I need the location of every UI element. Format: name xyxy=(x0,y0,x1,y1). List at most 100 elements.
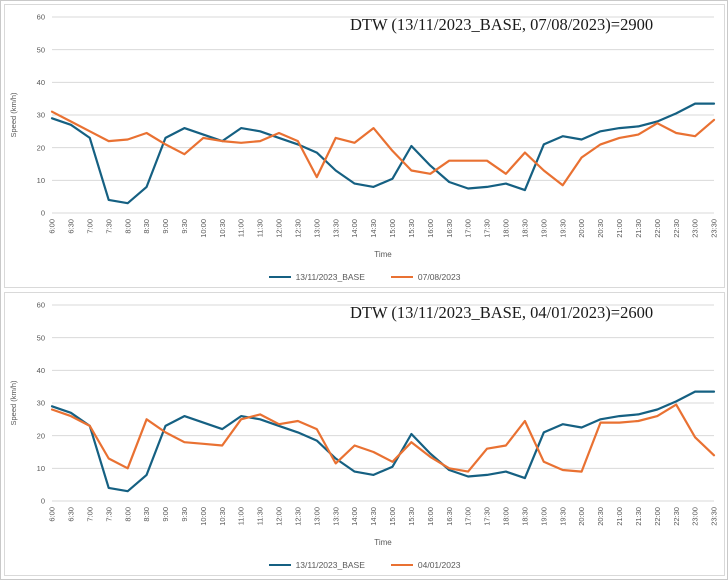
x-tick-label: 10:30 xyxy=(218,219,227,238)
x-tick-label: 11:00 xyxy=(237,219,246,237)
x-tick-label: 22:00 xyxy=(653,507,662,526)
x-tick-label: 16:00 xyxy=(426,507,435,526)
x-tick-label: 21:30 xyxy=(634,219,643,238)
y-tick-label: 20 xyxy=(37,431,45,440)
y-tick-label: 50 xyxy=(37,333,45,342)
legend-label-compare: 04/01/2023 xyxy=(417,560,461,570)
legend-item-compare: 04/01/2023 xyxy=(390,560,461,570)
y-axis-title: Speed (km/h) xyxy=(9,380,18,426)
y-tick-label: 30 xyxy=(37,111,45,120)
x-tick-label: 8:00 xyxy=(123,219,132,234)
y-tick-label: 60 xyxy=(37,301,45,310)
x-tick-label: 15:00 xyxy=(388,219,397,238)
x-tick-label: 16:00 xyxy=(426,219,435,238)
x-tick-label: 13:00 xyxy=(312,219,321,238)
x-tick-label: 22:30 xyxy=(672,219,681,238)
x-tick-label: 20:30 xyxy=(596,507,605,526)
chart-title-bottom: DTW (13/11/2023_BASE, 04/01/2023)=2600 xyxy=(350,303,654,322)
y-tick-label: 40 xyxy=(37,78,45,87)
y-tick-label: 50 xyxy=(37,45,45,54)
legend-item-base: 13/11/2023_BASE xyxy=(268,560,365,570)
x-tick-label: 12:30 xyxy=(293,219,302,238)
x-axis-title: Time xyxy=(374,250,392,259)
x-tick-label: 8:00 xyxy=(123,507,132,522)
x-axis-title: Time xyxy=(374,538,392,547)
x-tick-label: 20:00 xyxy=(577,219,586,238)
x-tick-label: 15:00 xyxy=(388,507,397,526)
chart-panel-bottom: 0 10 20 30 40 50 60 6:00 6:30 7:00 7:30 8:00 8:30 9:0… xyxy=(4,292,725,576)
legend-line-swatch-base xyxy=(268,563,291,567)
x-tick-label: 17:00 xyxy=(464,507,473,526)
x-tick-label: 18:00 xyxy=(502,507,511,526)
line-chart-top: 0 10 20 30 40 50 60 6:00 6:30 7:00 7:30 8:00 8:30 9:0… xyxy=(9,13,719,259)
x-tick-label: 13:30 xyxy=(331,507,340,526)
x-tick-label: 20:00 xyxy=(577,507,586,526)
legend-line-swatch-base xyxy=(268,275,291,279)
x-tick-label: 16:30 xyxy=(445,219,454,238)
x-tick-label: 14:00 xyxy=(350,507,359,526)
x-tick-label: 6:30 xyxy=(67,219,76,234)
x-tick-label: 8:30 xyxy=(142,507,151,522)
chart-panel-top: 0 10 20 30 40 50 60 6:00 6:30 7:00 7:30 8:00 8:30 9:0… xyxy=(4,4,725,288)
x-tick-label: 7:00 xyxy=(85,507,94,522)
x-tick-label: 10:00 xyxy=(199,507,208,526)
legend-line-swatch-compare xyxy=(390,275,413,279)
x-tick-label: 19:00 xyxy=(539,219,548,238)
legend-label-compare: 07/08/2023 xyxy=(417,272,461,282)
x-tick-label: 9:00 xyxy=(161,507,170,522)
x-tick-label: 10:30 xyxy=(218,507,227,526)
x-tick-label: 12:30 xyxy=(293,507,302,526)
chart-title-top: DTW (13/11/2023_BASE, 07/08/2023)=2900 xyxy=(350,15,654,34)
x-tick-label: 14:30 xyxy=(369,219,378,238)
x-tick-label: 12:00 xyxy=(275,507,284,526)
x-tick-label: 7:30 xyxy=(104,507,113,522)
series-line-04-01-2023 xyxy=(50,403,716,473)
x-tick-label: 9:30 xyxy=(180,507,189,522)
legend-line-swatch-compare xyxy=(390,563,413,567)
x-tick-label: 22:00 xyxy=(653,219,662,238)
x-tick-label: 19:00 xyxy=(539,507,548,526)
y-tick-label: 10 xyxy=(37,464,45,473)
line-chart-bottom: 0 10 20 30 40 50 60 6:00 6:30 7:00 7:30 8:00 8:30 9:0… xyxy=(9,301,719,547)
x-tick-label: 19:30 xyxy=(558,219,567,238)
y-tick-label: 10 xyxy=(37,176,45,185)
x-tick-label: 23:00 xyxy=(691,507,700,526)
x-tick-label: 6:00 xyxy=(48,219,57,234)
x-tick-label: 21:00 xyxy=(615,219,624,238)
x-tick-label: 22:30 xyxy=(672,507,681,526)
legend-bottom: 13/11/2023_BASE 04/01/2023 xyxy=(5,560,724,570)
series-line-13-11-2023-BASE xyxy=(50,102,716,205)
x-tick-label: 18:30 xyxy=(520,219,529,238)
legend-label-base: 13/11/2023_BASE xyxy=(295,560,365,570)
legend-label-base: 13/11/2023_BASE xyxy=(295,272,365,282)
x-tick-label: 8:30 xyxy=(142,219,151,234)
x-tick-label: 11:30 xyxy=(256,219,265,237)
x-tick-label: 14:30 xyxy=(369,507,378,526)
x-tick-label: 23:30 xyxy=(710,219,719,238)
x-tick-label: 23:30 xyxy=(710,507,719,526)
y-tick-label: 0 xyxy=(41,209,45,218)
x-tick-label: 20:30 xyxy=(596,219,605,238)
x-tick-label: 11:00 xyxy=(237,507,246,525)
x-tick-label: 21:00 xyxy=(615,507,624,526)
x-tick-label: 18:00 xyxy=(502,219,511,238)
x-tick-label: 7:00 xyxy=(85,219,94,234)
x-tick-label: 6:00 xyxy=(48,507,57,522)
x-tick-label: 23:00 xyxy=(691,219,700,238)
x-tick-label: 14:00 xyxy=(350,219,359,238)
y-tick-label: 30 xyxy=(37,399,45,408)
x-tick-label: 16:30 xyxy=(445,507,454,526)
x-tick-label: 6:30 xyxy=(67,507,76,522)
x-tick-label: 17:30 xyxy=(483,219,492,238)
x-tick-label: 17:00 xyxy=(464,219,473,238)
x-tick-label: 10:00 xyxy=(199,219,208,238)
legend-item-compare: 07/08/2023 xyxy=(390,272,461,282)
x-tick-label: 13:30 xyxy=(331,219,340,238)
x-tick-label: 12:00 xyxy=(275,219,284,238)
x-tick-label: 7:30 xyxy=(104,219,113,234)
x-tick-label: 11:30 xyxy=(256,507,265,525)
y-tick-label: 40 xyxy=(37,366,45,375)
y-tick-label: 20 xyxy=(37,143,45,152)
x-tick-label: 21:30 xyxy=(634,507,643,526)
